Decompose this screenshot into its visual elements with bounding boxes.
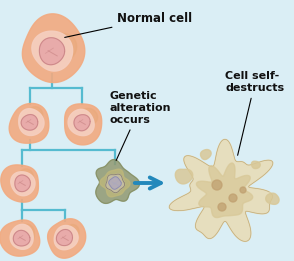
Polygon shape xyxy=(9,103,49,143)
Text: Normal cell: Normal cell xyxy=(65,11,193,37)
Circle shape xyxy=(229,194,237,202)
Polygon shape xyxy=(15,175,30,192)
Polygon shape xyxy=(21,115,38,130)
Polygon shape xyxy=(48,219,86,258)
Polygon shape xyxy=(169,139,273,241)
Polygon shape xyxy=(54,226,78,250)
Polygon shape xyxy=(96,159,139,203)
Polygon shape xyxy=(22,14,85,82)
Polygon shape xyxy=(65,104,102,145)
Polygon shape xyxy=(1,165,39,202)
Polygon shape xyxy=(18,169,34,187)
Circle shape xyxy=(212,180,222,190)
Text: Cell self-
destructs: Cell self- destructs xyxy=(225,71,285,155)
Circle shape xyxy=(240,187,246,193)
Polygon shape xyxy=(10,224,33,249)
Polygon shape xyxy=(100,169,130,197)
Polygon shape xyxy=(201,150,211,159)
Polygon shape xyxy=(19,109,44,135)
Polygon shape xyxy=(80,108,98,127)
Polygon shape xyxy=(18,224,34,242)
Polygon shape xyxy=(266,193,279,204)
Polygon shape xyxy=(26,107,43,126)
Polygon shape xyxy=(106,174,125,193)
Polygon shape xyxy=(109,177,121,189)
Polygon shape xyxy=(68,109,94,136)
Polygon shape xyxy=(0,220,40,256)
Circle shape xyxy=(218,203,226,211)
Polygon shape xyxy=(175,169,193,184)
Polygon shape xyxy=(56,229,72,246)
Polygon shape xyxy=(62,224,79,242)
Text: Genetic
alteration
occurs: Genetic alteration occurs xyxy=(109,91,171,161)
Polygon shape xyxy=(39,38,65,65)
Polygon shape xyxy=(196,163,253,218)
Polygon shape xyxy=(251,161,260,169)
Polygon shape xyxy=(13,230,30,246)
Polygon shape xyxy=(74,115,90,131)
Polygon shape xyxy=(47,33,77,62)
Polygon shape xyxy=(11,172,35,196)
Polygon shape xyxy=(32,31,73,71)
